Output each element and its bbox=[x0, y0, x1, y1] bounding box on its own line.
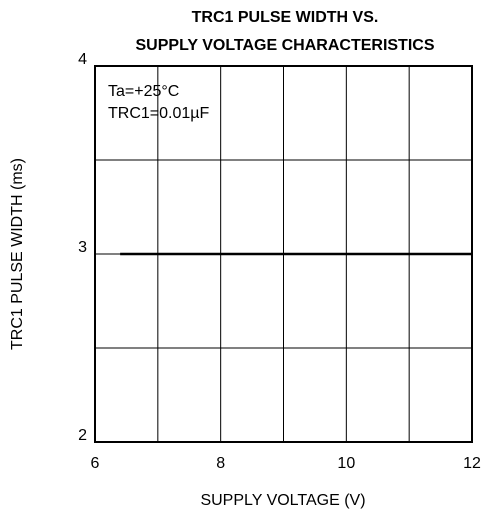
annotation: Ta=+25°C bbox=[108, 83, 179, 100]
chart-title: TRC1 PULSE WIDTH VS. bbox=[192, 9, 379, 26]
y-tick-label: 4 bbox=[78, 51, 87, 68]
y-tick-label: 3 bbox=[78, 239, 87, 256]
x-tick-label: 10 bbox=[337, 455, 355, 472]
y-tick-label: 2 bbox=[78, 427, 87, 444]
x-tick-label: 6 bbox=[91, 455, 100, 472]
y-axis-label: TRC1 PULSE WIDTH (ms) bbox=[9, 158, 26, 350]
chart-title: SUPPLY VOLTAGE CHARACTERISTICS bbox=[136, 37, 435, 54]
annotation: TRC1=0.01µF bbox=[108, 105, 209, 122]
x-tick-label: 12 bbox=[463, 455, 481, 472]
x-tick-label: 8 bbox=[216, 455, 225, 472]
x-axis-label: SUPPLY VOLTAGE (V) bbox=[200, 492, 365, 509]
